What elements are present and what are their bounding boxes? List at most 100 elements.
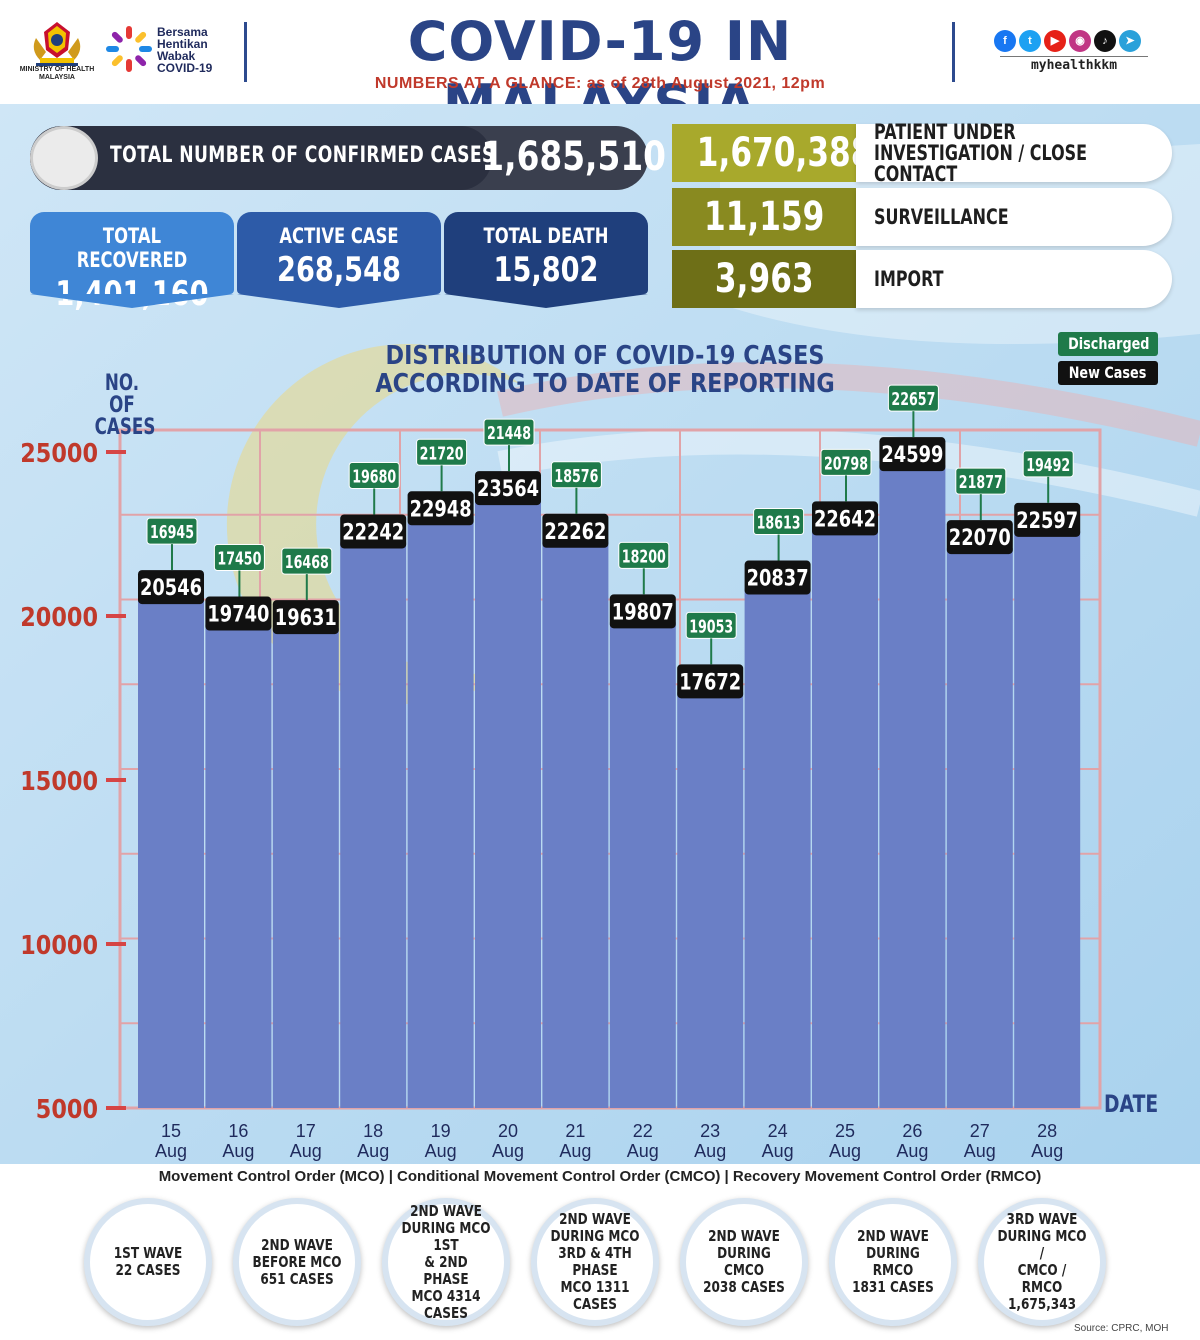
bar: [609, 622, 676, 1108]
x-tick-label: Aug: [694, 1141, 726, 1161]
youtube-icon[interactable]: ▶: [1044, 30, 1066, 52]
bar: [744, 588, 811, 1108]
death-box-tip: [444, 294, 648, 308]
ministry-crest-icon: [33, 22, 81, 66]
new-cases-label: 22597: [1016, 509, 1078, 534]
new-cases-label: 22948: [410, 497, 472, 522]
new-cases-label: 22262: [544, 520, 606, 545]
social-handle: myhealthkkm: [1000, 56, 1148, 73]
discharged-label: 21877: [959, 472, 1003, 493]
new-cases-label-bg: [879, 437, 946, 472]
x-tick-label: 15: [161, 1121, 181, 1141]
active-box: ACTIVE CASE 268,548: [237, 212, 441, 294]
x-tick-label: 17: [296, 1121, 316, 1141]
new-cases-label-bg: [677, 664, 744, 699]
death-value: 15,802: [493, 250, 599, 290]
new-cases-label: 17672: [679, 670, 741, 695]
confirmed-circle-icon: [30, 126, 98, 190]
recovered-label: TOTAL RECOVERED: [76, 224, 188, 272]
x-tick-label: Aug: [155, 1141, 187, 1161]
bar: [272, 628, 339, 1108]
source-label: IMPORT: [856, 250, 1172, 308]
chart-title: DISTRIBUTION OF COVID-19 CASES ACCORDING…: [375, 341, 835, 399]
new-cases-label: 19631: [275, 606, 337, 631]
active-label: ACTIVE CASE: [279, 224, 399, 248]
new-cases-label-bg: [407, 491, 474, 526]
y-tick-label: 25000: [20, 437, 98, 468]
active-value: 268,548: [277, 250, 401, 290]
discharged-label: 19680: [352, 466, 396, 487]
bar: [542, 541, 609, 1108]
discharged-label: 18613: [757, 513, 801, 534]
wave-circle: 2ND WAVE DURING RMCO 1831 CASES: [829, 1198, 957, 1326]
source-row-pui: 1,670,388 PATIENT UNDER INVESTIGATION / …: [672, 121, 1172, 184]
y-tick-label: 15000: [20, 765, 98, 796]
campaign-logo-icon: [106, 26, 152, 72]
confirmed-label: TOTAL NUMBER OF CONFIRMED CASES: [110, 143, 495, 168]
new-cases-label: 22642: [814, 507, 876, 532]
x-tick-label: 25: [835, 1121, 855, 1141]
x-tick-label: 16: [228, 1121, 248, 1141]
source-value: 3,963: [672, 250, 856, 308]
tiktok-icon[interactable]: ♪: [1094, 30, 1116, 52]
divider: [244, 22, 247, 82]
x-tick-label: Aug: [627, 1141, 659, 1161]
ministry-name: MINISTRY OF HEALTH MALAYSIA: [19, 66, 95, 81]
y-tick-label: 20000: [20, 601, 98, 632]
x-tick-label: 26: [902, 1121, 922, 1141]
x-axis-label: DATE: [1104, 1090, 1159, 1118]
source-row-surveillance: 11,159 SURVEILLANCE: [672, 188, 1172, 246]
new-cases-label-bg: [205, 596, 272, 631]
recovered-box-tip: [30, 294, 234, 308]
facebook-icon[interactable]: f: [994, 30, 1016, 52]
x-tick-label: 28: [1037, 1121, 1057, 1141]
x-tick-label: 21: [565, 1121, 585, 1141]
source-note: Source: CPRC, MOH: [1074, 1323, 1169, 1334]
x-tick-label: Aug: [357, 1141, 389, 1161]
bar: [1014, 530, 1081, 1108]
instagram-icon[interactable]: ◉: [1069, 30, 1091, 52]
x-tick-label: Aug: [290, 1141, 322, 1161]
source-value: 11,159: [672, 188, 856, 246]
movement-control-legend: Movement Control Order (MCO) | Condition…: [158, 1168, 1042, 1185]
twitter-icon[interactable]: t: [1019, 30, 1041, 52]
bar: [946, 548, 1013, 1108]
x-tick-label: Aug: [492, 1141, 524, 1161]
new-cases-label-bg: [475, 471, 541, 506]
discharged-label: 21720: [420, 443, 464, 464]
wave-circle: 2ND WAVE DURING MCO 3RD & 4TH PHASE MCO …: [531, 1198, 659, 1326]
y-tick-label: 5000: [36, 1093, 98, 1124]
legend-discharged: Discharged: [1058, 332, 1158, 356]
x-tick-label: Aug: [425, 1141, 457, 1161]
new-cases-label-bg: [542, 513, 609, 548]
discharged-label: 20798: [824, 453, 868, 474]
telegram-icon[interactable]: ➤: [1119, 30, 1141, 52]
x-tick-label: Aug: [829, 1141, 861, 1161]
new-cases-label: 20546: [140, 576, 202, 601]
bar: [475, 499, 541, 1108]
bar: [138, 598, 204, 1108]
campaign-name: Bersama Hentikan Wabak COVID-19: [157, 25, 213, 75]
x-tick-label: 18: [363, 1121, 383, 1141]
discharged-label: 22657: [891, 389, 935, 410]
new-cases-label-bg: [744, 560, 811, 595]
wave-circle: 1ST WAVE 22 CASES: [84, 1198, 212, 1326]
bar: [340, 542, 407, 1108]
x-tick-label: 27: [970, 1121, 990, 1141]
new-cases-label: 19740: [207, 603, 269, 628]
y-tick-label: 10000: [20, 929, 98, 960]
bar: [205, 624, 272, 1108]
source-row-import: 3,963 IMPORT: [672, 250, 1172, 308]
divider: [952, 22, 955, 82]
wave-circle: 2ND WAVE BEFORE MCO 651 CASES: [233, 1198, 361, 1326]
source-value: 1,670,388: [672, 124, 872, 182]
discharged-label: 16468: [285, 552, 329, 573]
wave-circle: 2ND WAVE DURING MCO 1ST & 2ND PHASE MCO …: [382, 1198, 510, 1326]
legend-new-cases: New Cases: [1058, 361, 1158, 385]
bar: [677, 692, 744, 1108]
new-cases-label: 22070: [949, 526, 1011, 551]
death-box: TOTAL DEATH 15,802: [444, 212, 648, 294]
bar: [407, 519, 474, 1108]
bar: [879, 465, 946, 1108]
y-axis-label: NO. OF CASES: [94, 371, 156, 440]
